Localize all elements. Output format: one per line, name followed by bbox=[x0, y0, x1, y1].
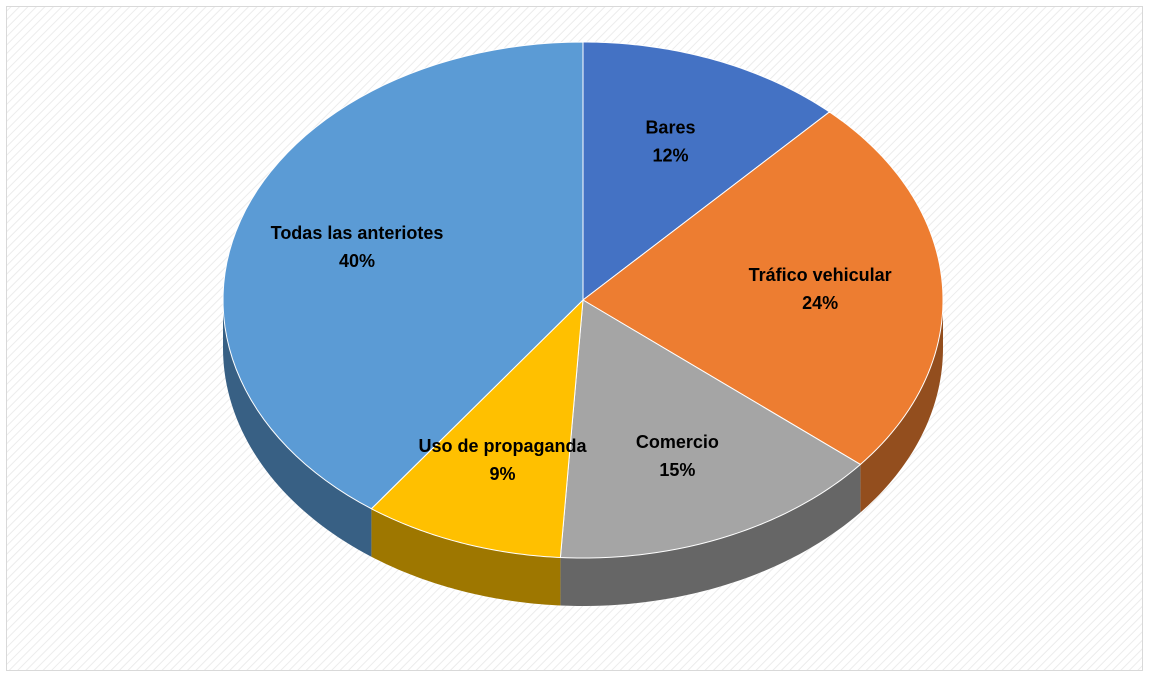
value-label: 24% bbox=[802, 293, 838, 313]
slice bbox=[370, 298, 584, 559]
value-label: 9% bbox=[490, 464, 516, 484]
slice-side bbox=[371, 508, 561, 606]
pie-tops bbox=[222, 41, 944, 559]
slice-side bbox=[560, 464, 861, 606]
category-label: Tráfico vehicular bbox=[749, 265, 892, 285]
slice bbox=[582, 111, 944, 466]
slice bbox=[559, 299, 862, 559]
category-label: Todas las anteriotes bbox=[271, 223, 444, 243]
category-label: Comercio bbox=[636, 432, 719, 452]
slice bbox=[582, 41, 831, 302]
slice bbox=[222, 41, 584, 510]
value-label: 40% bbox=[339, 251, 375, 271]
value-label: 15% bbox=[659, 460, 695, 480]
value-label: 12% bbox=[652, 145, 688, 165]
category-label: Uso de propaganda bbox=[419, 436, 588, 456]
category-label: Bares bbox=[645, 117, 695, 137]
data-labels: Bares 12% Tráfico vehicular 24% Comercio 15% U… bbox=[271, 117, 892, 484]
slice-side bbox=[223, 300, 372, 557]
slice-side bbox=[860, 300, 943, 513]
pie-sides bbox=[223, 300, 943, 606]
